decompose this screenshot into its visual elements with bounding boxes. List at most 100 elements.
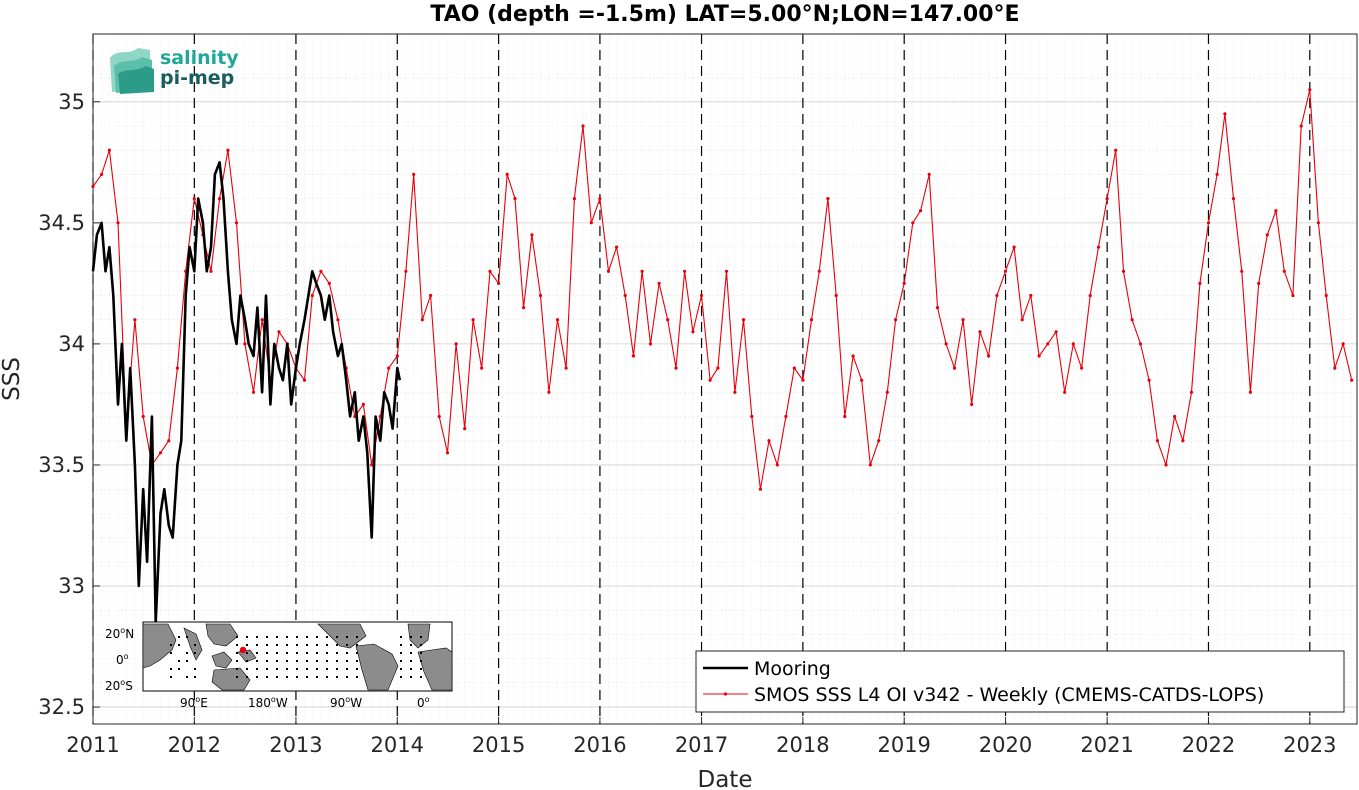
- smos-point: [919, 209, 923, 213]
- array-dot: [356, 636, 358, 638]
- smos-point: [319, 269, 323, 273]
- smos-point: [843, 414, 847, 419]
- smos-point: [1046, 342, 1050, 346]
- y-axis-ticks: 32.5 33 33.5 34 34.5 35: [38, 90, 100, 719]
- smos-point: [395, 354, 399, 358]
- array-dot: [266, 644, 268, 646]
- array-dot: [346, 644, 348, 646]
- array-dot: [286, 652, 288, 654]
- smos-point: [1316, 221, 1320, 225]
- array-dot: [306, 676, 308, 678]
- array-dot: [194, 676, 196, 678]
- smos-point: [1248, 390, 1252, 394]
- smos-point: [107, 148, 111, 152]
- array-dot: [194, 668, 196, 670]
- smos-point: [1155, 439, 1159, 443]
- smos-point: [1020, 318, 1024, 322]
- smos-point: [767, 439, 771, 443]
- smos-point: [530, 233, 534, 237]
- array-dot: [326, 652, 328, 654]
- array-dot: [236, 636, 238, 638]
- smos-point: [902, 281, 906, 285]
- array-dot: [178, 660, 180, 662]
- smos-point: [463, 427, 467, 431]
- smos-point: [505, 172, 509, 176]
- smos-point: [437, 414, 441, 419]
- smos-point: [1291, 293, 1295, 298]
- array-dot: [346, 668, 348, 670]
- array-dot: [316, 668, 318, 670]
- smos-point: [699, 293, 704, 298]
- array-dot: [420, 660, 422, 662]
- array-dot: [266, 676, 268, 678]
- y-tick-label: 34.5: [38, 211, 85, 235]
- array-dot: [246, 660, 248, 662]
- array-dot: [316, 652, 318, 654]
- array-dot: [246, 668, 248, 670]
- smos-point: [987, 354, 991, 358]
- smos-point: [412, 172, 416, 176]
- smos-point: [404, 269, 408, 273]
- smos-point: [327, 281, 331, 285]
- smos-point: [911, 221, 915, 225]
- array-dot: [236, 644, 238, 646]
- legend: Mooring SMOS SSS L4 OI v342 - Weekly (CM…: [695, 650, 1345, 713]
- smos-point: [1105, 197, 1109, 201]
- smos-point: [100, 172, 104, 176]
- map-lon-90w: 90oW: [330, 695, 362, 710]
- array-dot: [336, 660, 338, 662]
- array-dot: [410, 668, 412, 670]
- legend-label-mooring: Mooring: [754, 658, 831, 680]
- smos-point: [91, 184, 95, 189]
- grid-layer: [93, 34, 1357, 724]
- array-dot: [246, 676, 248, 678]
- smos-point: [623, 293, 627, 298]
- smos-point: [758, 487, 763, 491]
- smos-point: [1257, 281, 1261, 285]
- array-dot: [256, 668, 258, 670]
- map-lat-0: 0o: [116, 652, 129, 667]
- x-tick-label: 2018: [776, 733, 829, 757]
- year-boundary-lines: [92, 34, 1311, 724]
- mooring-array-dots: [170, 636, 422, 678]
- x-axis-label: Date: [698, 767, 753, 790]
- array-dot: [296, 636, 298, 638]
- smos-point: [944, 342, 948, 346]
- array-dot: [194, 644, 196, 646]
- smos-point: [952, 366, 957, 370]
- smos-point: [801, 378, 805, 382]
- array-dot: [296, 644, 298, 646]
- array-dot: [170, 652, 172, 654]
- array-dot: [186, 652, 188, 654]
- map-lat-20s: 20oS: [105, 678, 133, 693]
- array-dot: [316, 676, 318, 678]
- smos-point: [1282, 269, 1286, 273]
- smos-point: [1114, 148, 1118, 152]
- smos-point: [564, 366, 568, 370]
- array-dot: [400, 676, 402, 678]
- smos-point: [1324, 293, 1328, 298]
- smos-point: [927, 172, 931, 176]
- smos-point: [260, 318, 264, 322]
- array-dot: [410, 652, 412, 654]
- array-dot: [246, 644, 248, 646]
- array-dot: [170, 644, 172, 646]
- smos-point: [522, 306, 526, 310]
- array-dot: [420, 668, 422, 670]
- y-tick-label: 33.5: [38, 453, 85, 477]
- array-dot: [400, 652, 402, 654]
- smos-point: [1063, 390, 1067, 394]
- array-dot: [256, 652, 258, 654]
- array-dot: [420, 676, 422, 678]
- array-dot: [286, 644, 288, 646]
- smos-point: [1121, 269, 1126, 273]
- smos-point: [1071, 342, 1075, 346]
- x-tick-label: 2015: [472, 733, 525, 757]
- array-dot: [410, 676, 412, 678]
- smos-point: [445, 451, 450, 455]
- map-x-labels: 90oE 180oW 90oW 0o: [180, 695, 430, 710]
- smos-point: [885, 390, 889, 394]
- smos-point: [133, 318, 137, 322]
- smos-point: [1096, 245, 1101, 249]
